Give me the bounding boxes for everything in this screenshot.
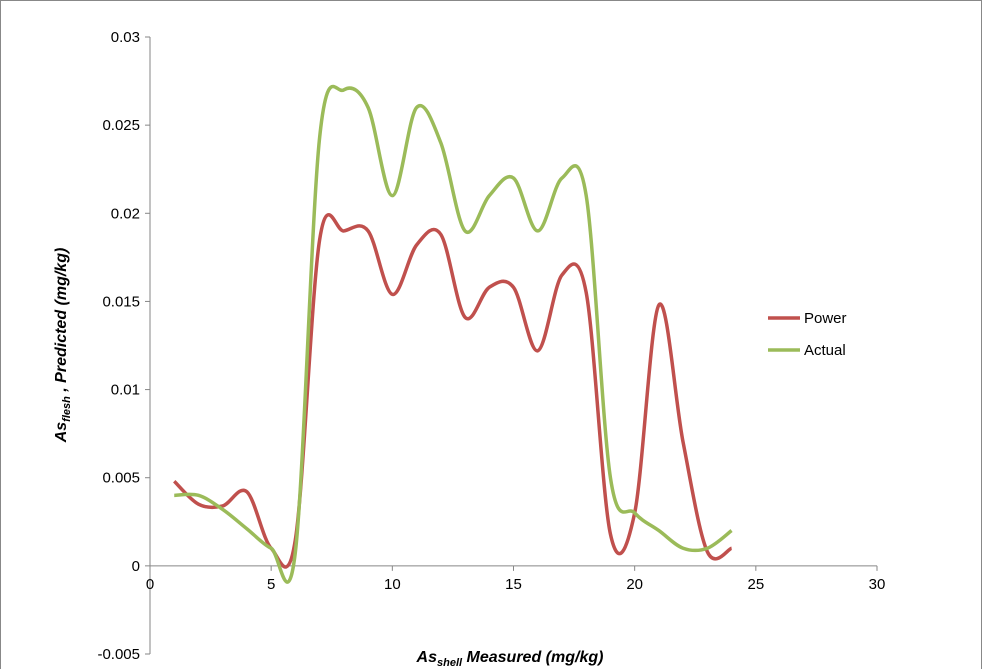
x-axis-title: Asshell Measured (mg/kg) [416,649,604,669]
y-tick-label: 0.005 [102,470,140,487]
series-line [172,212,733,569]
y-axis-title: Asflesh , Predicted (mg/kg) [53,248,73,444]
x-tick-label: 20 [626,576,643,593]
x-tick-label: 0 [146,576,154,593]
series-line [174,84,733,584]
x-tick-label: 5 [267,576,275,593]
y-tick-label: 0 [132,558,140,575]
y-tick-label: 0.015 [102,293,140,310]
y-tick-label: 0.01 [111,382,140,399]
y-tick-label: 0.025 [102,117,140,134]
y-tick-label: -0.005 [97,646,140,663]
legend-label: Actual [804,342,846,359]
x-tick-label: 10 [384,576,401,593]
x-tick-label: 25 [747,576,764,593]
legend-label: Power [804,310,847,327]
y-tick-label: 0.02 [111,205,140,222]
x-tick-label: 15 [505,576,522,593]
y-tick-label: 0.03 [111,29,140,46]
x-tick-label: 30 [869,576,886,593]
